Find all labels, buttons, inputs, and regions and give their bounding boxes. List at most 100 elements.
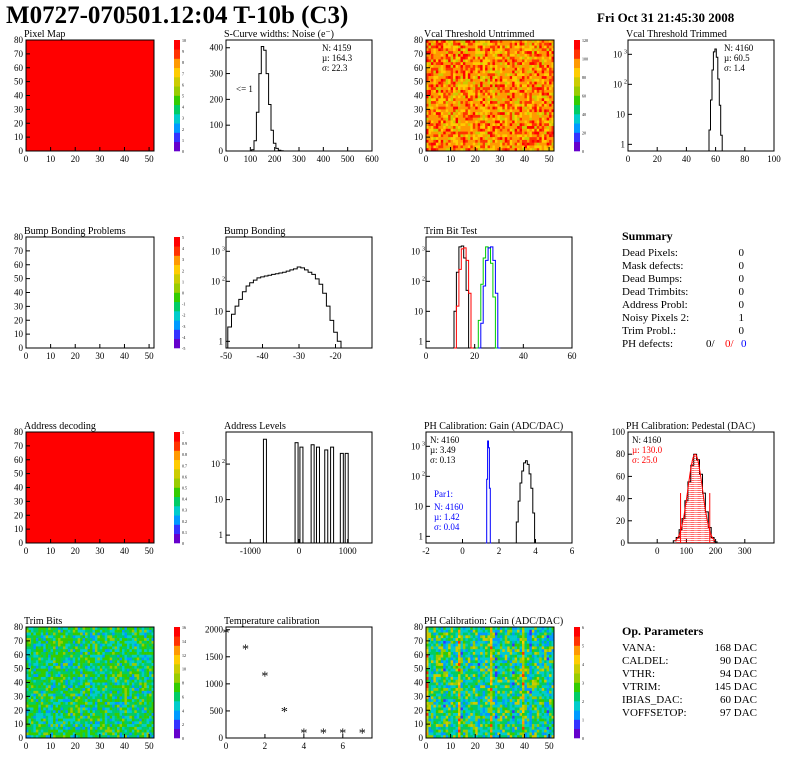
heatmap-cell xyxy=(26,679,29,683)
heatmap-cell xyxy=(75,735,78,739)
heatmap-cell xyxy=(92,707,96,711)
heatmap-cell xyxy=(517,98,520,102)
heatmap-cell xyxy=(549,64,552,69)
heatmap-cell xyxy=(94,690,98,694)
heatmap-cell xyxy=(129,640,133,644)
heatmap-cell xyxy=(112,682,115,686)
heatmap-cell xyxy=(30,732,34,736)
heatmap-cell xyxy=(114,715,118,719)
heatmap-cell xyxy=(438,67,442,71)
heatmap-cell xyxy=(75,638,78,642)
heatmap-cell xyxy=(430,123,434,127)
heatmap-cell xyxy=(97,704,101,708)
heatmap-cell xyxy=(40,632,44,636)
heatmap-cell xyxy=(458,70,461,74)
heatmap-cell xyxy=(114,671,118,675)
heatmap-cell xyxy=(82,654,86,658)
heatmap-cell xyxy=(99,699,103,703)
heatmap-cell xyxy=(428,131,432,135)
heatmap-cell xyxy=(440,671,444,675)
heatmap-cell xyxy=(485,87,488,91)
heatmap-cell xyxy=(87,649,91,653)
heatmap-cell xyxy=(504,87,508,91)
heatmap-cell xyxy=(440,87,444,91)
heatmap-cell xyxy=(482,106,486,110)
heatmap-cell xyxy=(440,724,444,728)
heatmap-cell xyxy=(426,632,429,636)
heatmap-cell xyxy=(492,142,496,146)
heatmap-cell xyxy=(114,682,118,686)
heatmap-cell xyxy=(517,114,520,118)
heatmap-cell xyxy=(492,145,496,149)
heatmap-cell xyxy=(544,64,547,69)
heatmap-cell xyxy=(519,112,523,116)
heatmap-cell xyxy=(40,715,44,719)
heatmap-cell xyxy=(43,718,46,722)
heatmap-cell xyxy=(70,629,74,633)
heatmap-cell xyxy=(497,106,501,110)
heatmap-cell xyxy=(440,701,444,705)
heatmap-cell xyxy=(499,103,503,107)
heatmap-cell xyxy=(26,724,29,728)
heatmap-cell xyxy=(426,668,429,672)
heatmap-cell xyxy=(144,627,147,631)
heatmap-cell xyxy=(90,643,93,647)
heatmap-cell xyxy=(467,142,471,146)
heatmap-cell xyxy=(497,45,501,49)
heatmap-cell xyxy=(470,120,474,124)
heatmap-cell xyxy=(48,690,51,694)
heatmap-cell xyxy=(77,632,81,636)
heatmap-cell xyxy=(534,81,538,85)
heatmap-cell xyxy=(141,704,145,708)
heatmap-cell xyxy=(55,729,59,733)
heatmap-cell xyxy=(136,724,140,728)
heatmap-cell xyxy=(87,629,91,633)
heatmap-cell xyxy=(82,665,86,669)
heatmap-cell xyxy=(477,84,481,88)
heatmap-cell xyxy=(102,665,106,669)
heatmap-cell xyxy=(524,123,528,127)
y-tick-label: 40 xyxy=(14,91,24,101)
heatmap-cell xyxy=(430,649,434,653)
heatmap-cell xyxy=(28,638,32,642)
heatmap-cell xyxy=(524,114,528,118)
heatmap-cell xyxy=(477,87,481,91)
heatmap-cell xyxy=(514,59,518,63)
heatmap-cell xyxy=(104,657,108,661)
heatmap-cell xyxy=(144,665,147,669)
heatmap-cell xyxy=(460,51,464,55)
heatmap-cell xyxy=(541,126,545,130)
heatmap-cell xyxy=(470,48,474,52)
heatmap-cell xyxy=(129,715,133,719)
heatmap-cell xyxy=(497,137,501,141)
heatmap-cell xyxy=(72,710,76,714)
heatmap-cell xyxy=(539,56,542,60)
heatmap-cell xyxy=(460,148,464,152)
heatmap-cell xyxy=(426,92,429,96)
heatmap-cell xyxy=(430,635,434,639)
y-tick-label: 300 xyxy=(210,69,224,79)
heatmap-cell xyxy=(494,120,498,124)
heatmap-cell xyxy=(30,679,34,683)
heatmap-cell xyxy=(87,668,91,672)
heatmap-cell xyxy=(443,660,446,664)
heatmap-cell xyxy=(539,128,542,132)
heatmap-cell xyxy=(82,721,86,725)
heatmap-cell xyxy=(433,646,437,650)
heatmap-cell xyxy=(58,710,61,714)
heatmap-cell xyxy=(460,145,464,149)
heatmap-cell xyxy=(514,45,518,49)
heatmap-cell xyxy=(482,48,486,52)
heatmap-cell xyxy=(448,109,451,113)
heatmap-cell xyxy=(136,701,140,705)
heatmap-cell xyxy=(445,137,449,141)
heatmap-cell xyxy=(426,106,429,110)
heatmap-cell xyxy=(92,726,96,730)
heatmap-cell xyxy=(502,76,506,80)
heatmap-cell xyxy=(40,676,44,681)
heatmap-cell xyxy=(104,729,108,733)
heatmap-cell xyxy=(62,726,66,730)
heatmap-cell xyxy=(33,676,37,681)
heatmap-cell xyxy=(70,721,74,725)
heatmap-cell xyxy=(70,676,74,681)
